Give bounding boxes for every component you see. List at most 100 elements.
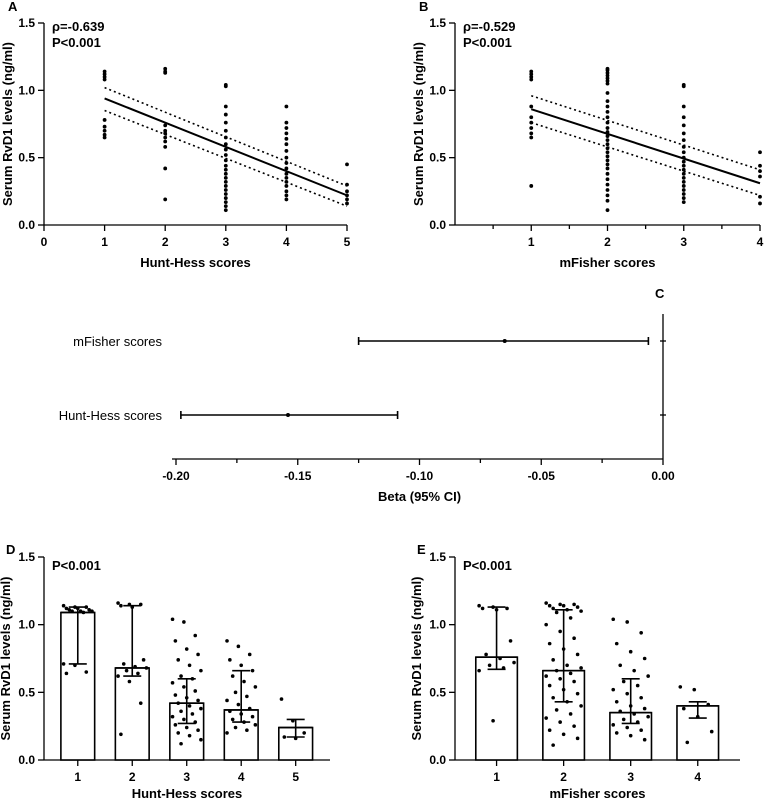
- data-point-d: [184, 695, 189, 700]
- data-point-d: [184, 647, 189, 651]
- data-point-b: [529, 126, 534, 130]
- ci-upper-line-b: [531, 94, 761, 171]
- data-point-a: [102, 69, 107, 74]
- data-point-e: [642, 706, 647, 711]
- data-point-d: [170, 714, 175, 719]
- bar-e: [474, 656, 519, 761]
- x-tick-label-e: 2: [560, 770, 567, 784]
- data-point-d: [239, 712, 244, 716]
- data-point-e: [572, 602, 576, 607]
- data-point-e: [632, 712, 636, 716]
- data-point-d: [144, 666, 149, 670]
- x-tick-label-e: 3: [627, 770, 634, 784]
- data-point-b: [605, 126, 610, 130]
- data-point-a: [223, 167, 228, 172]
- data-point-b: [681, 150, 686, 155]
- x-tick-label-b: 1: [528, 235, 535, 249]
- data-point-b: [681, 196, 686, 200]
- regression-line-a: [104, 97, 348, 197]
- data-point-a: [284, 149, 289, 153]
- data-point-e: [614, 700, 619, 704]
- data-point-b: [605, 91, 610, 95]
- data-point-d: [176, 658, 181, 662]
- y-tick-label-d: 0.5: [18, 685, 35, 699]
- data-point-d: [196, 728, 200, 733]
- data-point-d: [250, 668, 255, 673]
- data-point-e: [551, 695, 555, 700]
- data-point-b: [681, 131, 686, 136]
- data-point-e: [487, 663, 492, 668]
- data-point-a: [163, 144, 168, 149]
- data-point-b: [758, 169, 762, 174]
- data-point-a: [163, 128, 168, 133]
- data-point-b: [681, 123, 686, 128]
- ci-lower-line-b: [531, 121, 761, 197]
- x-tick-label-e: 1: [493, 770, 500, 784]
- data-point-d: [253, 723, 258, 727]
- data-point-a: [284, 161, 289, 165]
- data-point-b: [605, 79, 610, 83]
- panel-label-a: A: [8, 0, 18, 14]
- y-tick-label-d: 0.0: [18, 753, 35, 767]
- data-point-d: [182, 685, 186, 689]
- regression-line-b: [530, 108, 761, 185]
- data-point-b: [681, 188, 686, 192]
- data-point-a: [223, 163, 228, 168]
- x-tick-label-c: -0.20: [162, 469, 190, 483]
- data-point-b: [681, 184, 686, 188]
- y-tick-label-d: 1.5: [18, 550, 35, 564]
- data-point-e: [635, 720, 640, 724]
- data-point-d: [138, 602, 143, 607]
- data-point-e: [695, 714, 700, 719]
- x-tick-label-e: 4: [694, 770, 701, 784]
- data-point-d: [291, 718, 295, 723]
- data-point-b: [605, 68, 610, 73]
- data-point-d: [176, 731, 181, 735]
- data-point-d: [133, 664, 137, 669]
- x-tick-label-a: 5: [344, 235, 351, 249]
- data-point-e: [579, 666, 583, 670]
- data-point-b: [681, 180, 686, 184]
- data-point-e: [501, 666, 506, 670]
- x-tick-label-c: -0.15: [284, 469, 312, 483]
- stat-rho-b: ρ=-0.529: [463, 19, 516, 34]
- data-point-b: [605, 193, 610, 198]
- data-point-d: [182, 620, 186, 624]
- data-point-b: [758, 201, 762, 206]
- y-axis-label-b: Serum RvD1 levels (ng/ml): [411, 42, 426, 206]
- data-point-b: [681, 115, 686, 120]
- data-point-d: [236, 644, 241, 649]
- data-point-e: [709, 729, 714, 734]
- data-point-d: [293, 736, 298, 741]
- data-point-b: [529, 104, 534, 109]
- data-point-d: [187, 733, 192, 738]
- data-point-a: [223, 196, 228, 200]
- data-point-a: [223, 153, 228, 157]
- y-tick-label-d: 1.0: [18, 618, 35, 632]
- data-point-e: [544, 622, 548, 627]
- data-point-b: [605, 81, 610, 86]
- x-axis-label-c: Beta (95% CI): [378, 489, 461, 504]
- data-point-e: [561, 687, 566, 692]
- data-point-d: [138, 701, 143, 705]
- data-point-d: [179, 674, 183, 678]
- data-point-d: [136, 671, 140, 676]
- data-point-e: [625, 620, 630, 624]
- data-point-b: [529, 184, 534, 188]
- data-point-e: [618, 709, 623, 714]
- data-point-d: [190, 677, 195, 681]
- x-tick-label-d: 1: [74, 770, 81, 784]
- data-point-b: [605, 154, 610, 159]
- data-point-d: [67, 607, 72, 612]
- data-point-e: [575, 691, 580, 696]
- data-point-d: [193, 689, 198, 693]
- data-point-e: [565, 700, 569, 704]
- data-point-a: [223, 171, 228, 176]
- data-point-a: [284, 189, 289, 194]
- x-tick-label-b: 2: [604, 235, 611, 249]
- ci-lower-line-a: [104, 109, 348, 207]
- data-point-e: [642, 656, 647, 661]
- data-point-e: [508, 639, 513, 643]
- y-axis-label-e: Serum RvD1 levels (ng/ml): [409, 577, 424, 741]
- data-point-d: [116, 601, 120, 605]
